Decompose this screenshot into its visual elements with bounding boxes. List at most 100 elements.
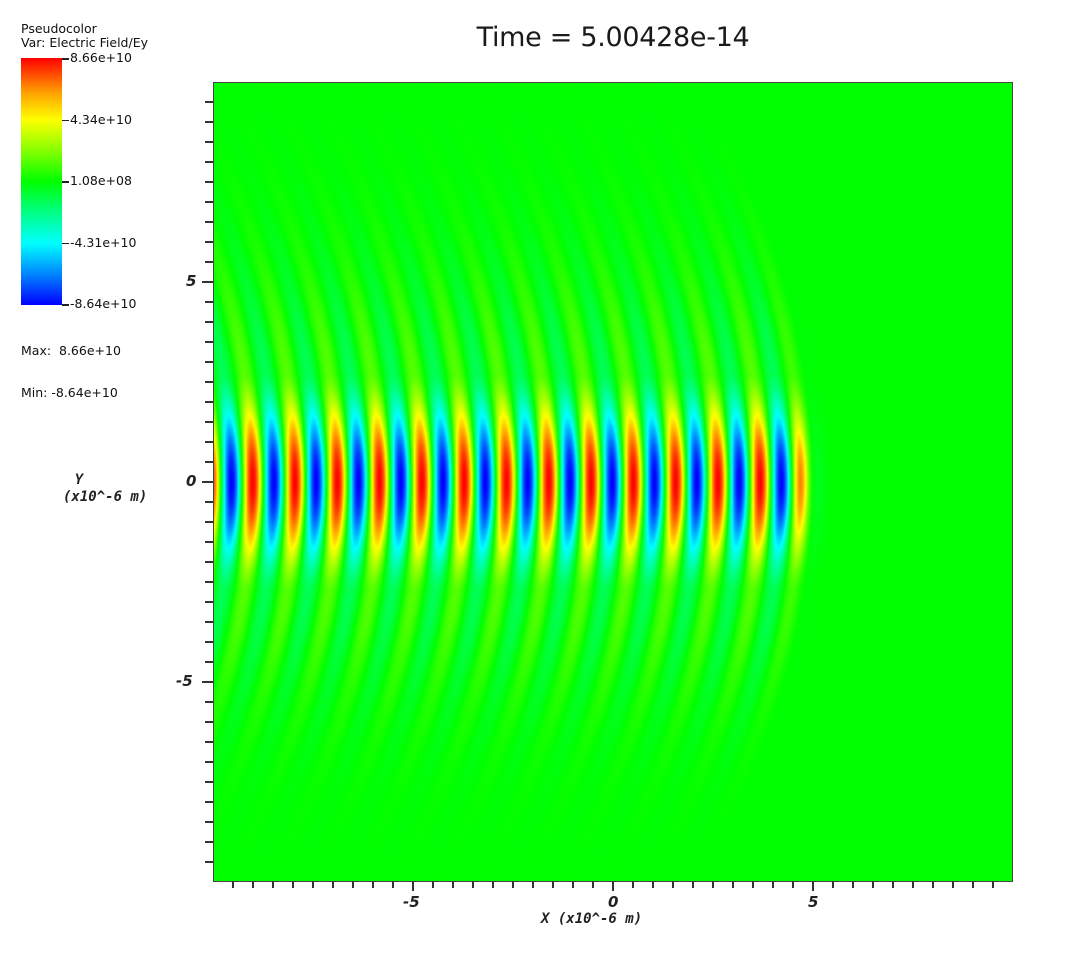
y-tick [202, 681, 213, 683]
x-tick [332, 881, 334, 888]
colorbar-tick [62, 304, 69, 306]
x-tick [252, 881, 254, 888]
x-tick [232, 881, 234, 888]
colorbar-tick-label: 8.66e+10 [70, 50, 132, 65]
y-tick-label: -5 [176, 672, 193, 690]
y-axis-label-unit: (x10^-6 m) [63, 489, 148, 505]
y-tick [205, 821, 213, 823]
colorbar-tick [62, 119, 69, 121]
y-tick [205, 861, 213, 863]
y-tick [205, 401, 213, 403]
x-tick [292, 881, 294, 888]
y-tick [205, 621, 213, 623]
x-tick [472, 881, 474, 888]
x-tick-label: 5 [808, 893, 819, 911]
colorbar-tick-label: -8.64e+10 [70, 296, 137, 311]
y-tick [205, 581, 213, 583]
x-tick [892, 881, 894, 888]
y-tick [202, 481, 213, 483]
colorbar-tick [62, 181, 69, 183]
x-tick [372, 881, 374, 888]
x-tick [412, 881, 414, 891]
y-tick [205, 601, 213, 603]
x-tick [312, 881, 314, 888]
y-tick [205, 341, 213, 343]
x-tick [692, 881, 694, 888]
x-tick [452, 881, 454, 888]
x-tick [872, 881, 874, 888]
x-axis-label: X (x10^-6 m) [541, 911, 643, 927]
x-tick [932, 881, 934, 888]
x-tick [912, 881, 914, 888]
x-tick [672, 881, 674, 888]
x-tick [612, 881, 614, 891]
y-tick [205, 781, 213, 783]
legend-min: Min: -8.64e+10 [21, 385, 118, 400]
x-tick [572, 881, 574, 888]
x-tick [952, 881, 954, 888]
x-tick [772, 881, 774, 888]
y-tick [205, 521, 213, 523]
y-tick-label: 5 [186, 272, 197, 290]
x-tick [512, 881, 514, 888]
plot-area[interactable] [213, 82, 1013, 882]
x-tick [492, 881, 494, 888]
y-tick [205, 161, 213, 163]
x-tick [712, 881, 714, 888]
x-tick [432, 881, 434, 888]
colorbar [21, 58, 62, 305]
y-tick [205, 701, 213, 703]
x-tick [992, 881, 994, 888]
x-tick [812, 881, 814, 891]
x-tick-label: -5 [403, 893, 420, 911]
y-tick [205, 141, 213, 143]
legend-header: Pseudocolor Var: Electric Field/Ey [21, 22, 148, 50]
y-tick [205, 501, 213, 503]
y-tick [205, 261, 213, 263]
y-tick [205, 221, 213, 223]
x-tick [392, 881, 394, 888]
y-tick [205, 181, 213, 183]
y-tick [205, 721, 213, 723]
x-tick [972, 881, 974, 888]
y-tick [205, 101, 213, 103]
x-tick-label: 0 [608, 893, 619, 911]
y-tick [205, 361, 213, 363]
plot-title: Time = 5.00428e-14 [476, 22, 750, 53]
x-tick [852, 881, 854, 888]
legend-plot-type: Pseudocolor [21, 21, 97, 36]
x-tick [632, 881, 634, 888]
y-tick [202, 281, 213, 283]
x-tick [732, 881, 734, 888]
x-tick [752, 881, 754, 888]
colorbar-tick [62, 58, 69, 60]
y-tick-label: 0 [186, 472, 197, 490]
y-axis-label-var: Y [74, 472, 84, 488]
x-tick [272, 881, 274, 888]
y-tick [205, 461, 213, 463]
y-tick [205, 241, 213, 243]
y-tick [205, 841, 213, 843]
colorbar-tick-label: 1.08e+08 [70, 173, 132, 188]
y-tick [205, 641, 213, 643]
legend-variable: Var: Electric Field/Ey [21, 35, 148, 50]
x-tick [352, 881, 354, 888]
y-tick [205, 381, 213, 383]
colorbar-tick-label: 4.34e+10 [70, 111, 132, 127]
y-tick [205, 741, 213, 743]
legend-minmax: Max: 8.66e+10 Min: -8.64e+10 [21, 316, 121, 414]
y-tick [205, 201, 213, 203]
x-tick [552, 881, 554, 888]
y-tick [205, 121, 213, 123]
y-tick [205, 441, 213, 443]
x-tick [532, 881, 534, 888]
y-tick [205, 661, 213, 663]
y-tick [205, 301, 213, 303]
x-tick [592, 881, 594, 888]
y-tick [205, 561, 213, 563]
y-tick [205, 421, 213, 423]
y-tick [205, 761, 213, 763]
colorbar-tick [62, 242, 69, 244]
colorbar-tick-label: -4.31e+10 [70, 234, 137, 250]
y-tick [205, 801, 213, 803]
